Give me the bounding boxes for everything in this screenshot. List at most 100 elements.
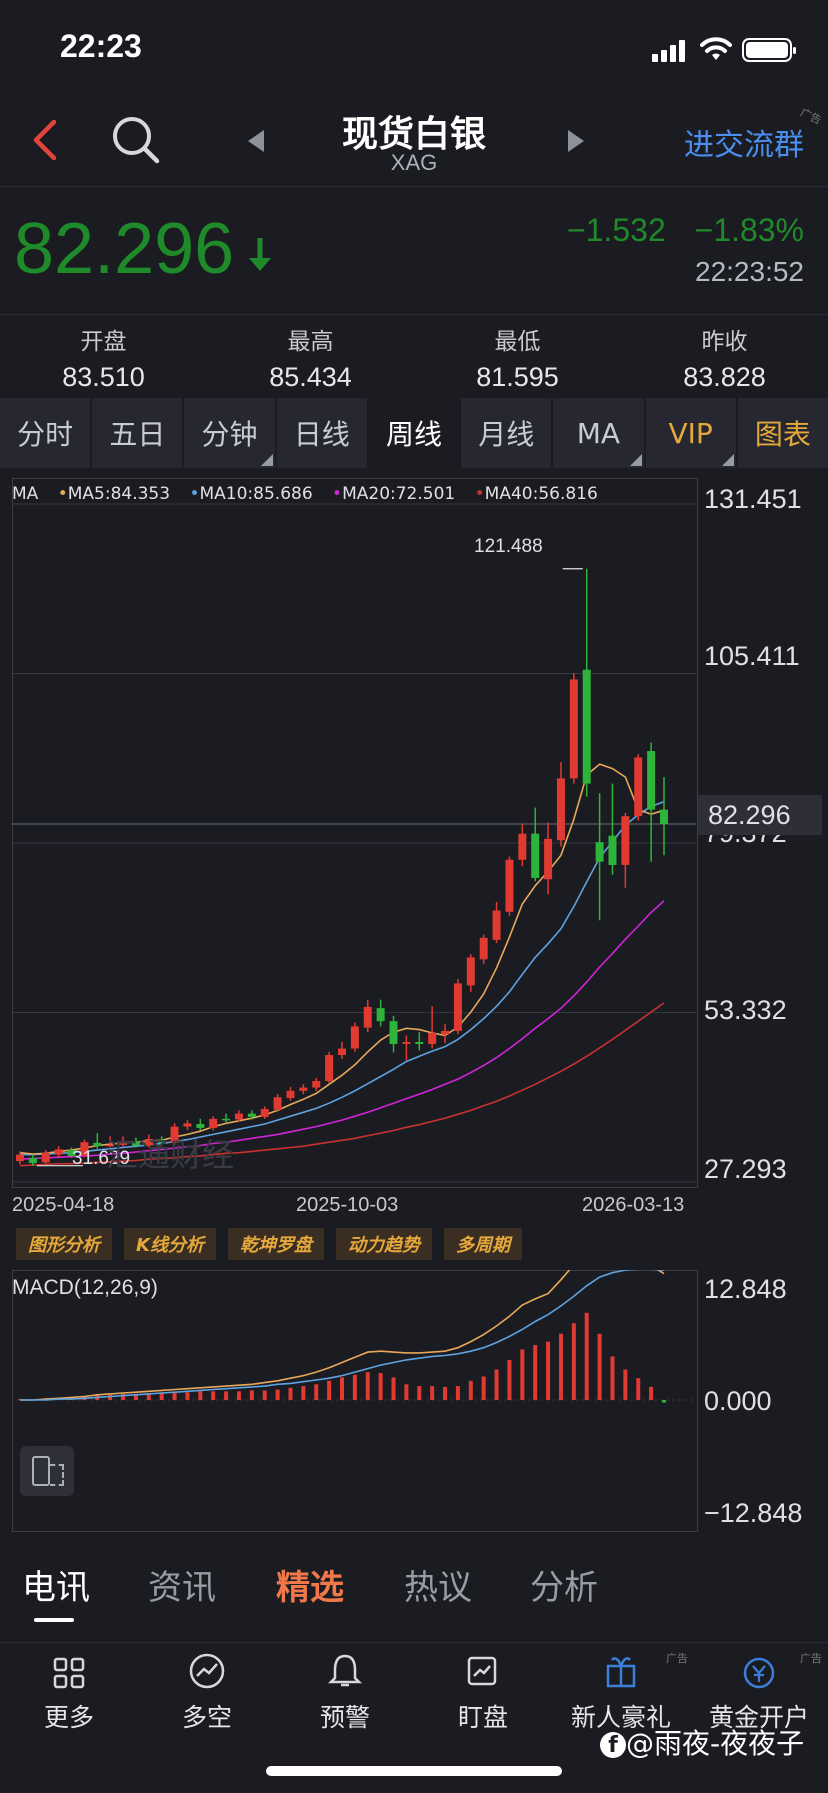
ad-tag: 广告 bbox=[800, 1652, 822, 1665]
candle-body bbox=[170, 1126, 179, 1143]
candle-body bbox=[41, 1152, 50, 1163]
tab-weekly[interactable]: 周线 bbox=[368, 398, 462, 468]
tool-compass[interactable]: 乾坤罗盘 bbox=[227, 1228, 324, 1260]
tab-label: VIP bbox=[668, 416, 713, 450]
candle-body bbox=[80, 1142, 89, 1156]
candle-body bbox=[16, 1154, 24, 1162]
nav-label: 更多 bbox=[43, 1703, 94, 1732]
ma10-dot-icon: • bbox=[189, 484, 200, 504]
macd-bar bbox=[507, 1359, 512, 1400]
candle-body bbox=[299, 1087, 308, 1091]
candle-body bbox=[247, 1113, 256, 1117]
macd-bar bbox=[133, 1393, 138, 1400]
x-tick-3: 2026-03-13 bbox=[582, 1194, 685, 1216]
macd-bar bbox=[417, 1386, 422, 1400]
tab-intraday[interactable]: 分时 bbox=[0, 398, 93, 468]
candle-body bbox=[569, 679, 578, 779]
news-tab-featured[interactable]: 精选 bbox=[276, 1568, 344, 1608]
macd-bar bbox=[185, 1392, 190, 1400]
macd-bar bbox=[146, 1393, 151, 1400]
tab-chart-settings[interactable]: 图表 bbox=[754, 418, 811, 451]
news-tabs bbox=[0, 1548, 828, 1642]
candle-body bbox=[222, 1118, 231, 1121]
macd-bar bbox=[262, 1390, 267, 1400]
stat-value: 83.828 bbox=[683, 362, 766, 392]
tool-momentum[interactable]: 动力趋势 bbox=[335, 1228, 432, 1260]
macd-bar bbox=[597, 1333, 602, 1400]
tool-multi-period[interactable]: 多周期 bbox=[443, 1228, 522, 1260]
ma-legend-label: MA bbox=[12, 484, 39, 504]
tool-pattern-analysis[interactable]: 图形分析 bbox=[16, 1228, 112, 1260]
news-tab-telegraph[interactable]: 电讯 bbox=[22, 1568, 90, 1608]
back-icon[interactable] bbox=[28, 116, 62, 164]
ma-legend: MA •MA5:84.353 •MA10:85.686 •MA20:72.501… bbox=[12, 484, 598, 504]
stats-row bbox=[0, 314, 828, 399]
ma20-line bbox=[19, 900, 665, 1160]
nav-watch[interactable]: 盯盘 bbox=[414, 1652, 552, 1734]
stat-value: 83.510 bbox=[62, 362, 145, 392]
tab-monthly[interactable]: 月线 bbox=[461, 398, 554, 468]
tool-kline-analysis[interactable]: K线分析 bbox=[124, 1228, 216, 1260]
macd-bar bbox=[662, 1400, 666, 1403]
y-tick-1: 131.451 bbox=[704, 484, 802, 514]
macd-bar bbox=[649, 1386, 654, 1400]
search-icon[interactable] bbox=[110, 114, 162, 166]
macd-chart[interactable] bbox=[12, 1270, 696, 1530]
nav-more[interactable]: 更多 bbox=[0, 1652, 138, 1734]
candle-body bbox=[505, 859, 514, 912]
stat-label: 昨收 bbox=[701, 329, 748, 355]
ma40-dot-icon: • bbox=[474, 484, 485, 504]
symbol-code: XAG bbox=[390, 150, 438, 175]
tab-five-day[interactable]: 五日 bbox=[92, 398, 185, 468]
bell-icon bbox=[327, 1654, 363, 1687]
nav-newbie-gift[interactable]: 新人豪礼 bbox=[552, 1652, 690, 1734]
home-indicator[interactable] bbox=[266, 1766, 562, 1776]
prev-symbol-icon[interactable] bbox=[244, 128, 268, 154]
period-tabs: 分时 五日 分钟 日线 周线 月线 MA VIP 图表 bbox=[0, 398, 828, 468]
down-arrow-icon bbox=[249, 238, 271, 271]
macd-bar bbox=[211, 1391, 216, 1400]
macd-bar bbox=[121, 1393, 126, 1400]
candle-body bbox=[286, 1090, 295, 1098]
x-tick-2: 2025-10-03 bbox=[296, 1194, 399, 1216]
tab-vip[interactable]: VIP bbox=[646, 398, 738, 468]
overlay-watermark: f @雨夜-夜夜子 bbox=[600, 1722, 804, 1762]
candle-body bbox=[209, 1118, 218, 1128]
tab-label: MA bbox=[576, 416, 621, 450]
candle-body bbox=[634, 757, 643, 817]
candle-body bbox=[273, 1097, 282, 1110]
macd-panel-frame[interactable] bbox=[12, 1270, 698, 1532]
news-tab-analysis[interactable]: 分析 bbox=[530, 1568, 598, 1608]
kline-chart-frame[interactable] bbox=[12, 478, 698, 1188]
candle-body bbox=[441, 1030, 450, 1035]
macd-bar bbox=[391, 1377, 396, 1400]
macd-bar bbox=[468, 1380, 473, 1400]
nav-gold-account[interactable]: 黄金开户 bbox=[690, 1652, 828, 1734]
high-label: 121.488 bbox=[474, 536, 543, 557]
candle-body bbox=[54, 1149, 63, 1155]
macd-label: MACD(12,26,9) bbox=[12, 1276, 158, 1299]
nav-long-short[interactable]: 多空 bbox=[138, 1652, 276, 1734]
macd-bar bbox=[224, 1391, 229, 1400]
macd-bar bbox=[481, 1376, 486, 1400]
stat-value: 81.595 bbox=[476, 362, 559, 392]
quote-time: 22:23:52 bbox=[695, 256, 804, 287]
tab-ma[interactable]: MA bbox=[553, 398, 646, 468]
candle-body bbox=[556, 778, 565, 841]
candle-body bbox=[234, 1113, 243, 1120]
kline-chart[interactable] bbox=[12, 478, 696, 1186]
tab-daily[interactable]: 日线 bbox=[277, 398, 369, 468]
join-group-link[interactable]: 进交流群 bbox=[684, 128, 804, 163]
news-tab-discussion[interactable]: 热议 bbox=[404, 1568, 472, 1608]
ma40-value: MA40:56.816 bbox=[484, 484, 598, 504]
next-symbol-icon[interactable] bbox=[564, 128, 588, 154]
macd-bar bbox=[327, 1380, 332, 1400]
y-tick-4: 53.332 bbox=[704, 995, 787, 1025]
candle-body bbox=[647, 751, 656, 810]
news-tab-info[interactable]: 资讯 bbox=[148, 1568, 216, 1608]
tab-label: 分钟 bbox=[201, 418, 258, 451]
macd-dea-line bbox=[20, 1270, 665, 1401]
nav-alert[interactable]: 预警 bbox=[276, 1652, 414, 1734]
rotate-screen-icon[interactable] bbox=[20, 1446, 74, 1496]
tab-minute[interactable]: 分钟 bbox=[184, 398, 277, 468]
